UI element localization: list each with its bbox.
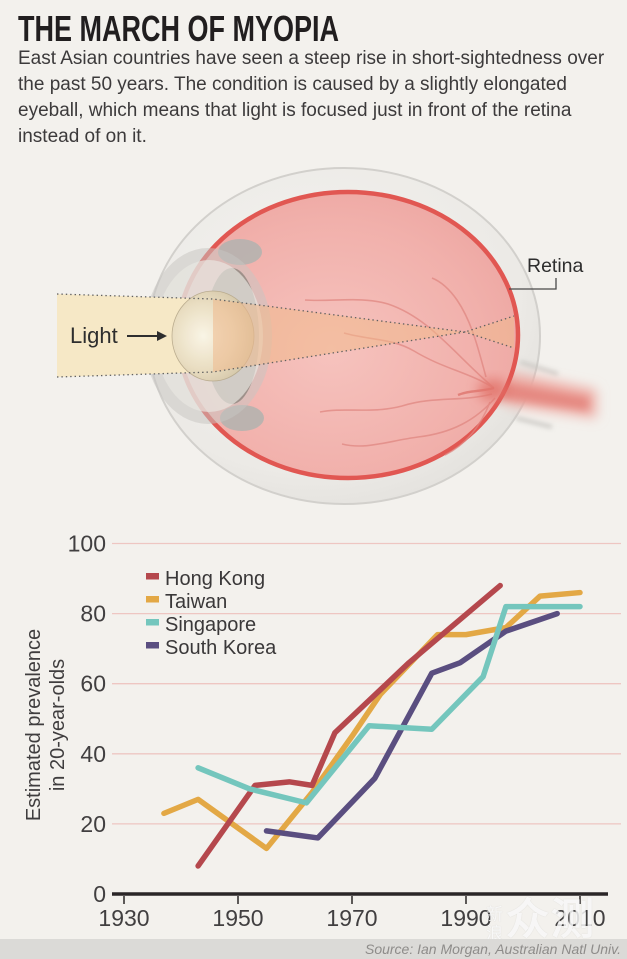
retina-annotation: Retina: [509, 255, 584, 290]
x-tick-label-1970: 1970: [326, 905, 377, 931]
series-line-taiwan: [161, 589, 583, 852]
source-bar: Source: Ian Morgan, Australian Natl Univ…: [0, 939, 627, 959]
legend-swatch-taiwan: [146, 596, 159, 603]
source-text: Source: Ian Morgan, Australian Natl Univ…: [364, 941, 621, 957]
x-tick-label-1990: 1990: [440, 905, 491, 931]
retina-leader-line: [509, 278, 557, 290]
y-tick-label-80: 80: [80, 601, 106, 627]
light-arrow-icon: [157, 331, 167, 341]
series-line-hong-kong: [195, 582, 503, 869]
y-tick-label-20: 20: [80, 811, 106, 837]
intro-text: East Asian countries have seen a steep r…: [18, 48, 605, 147]
x-tick-label-2010: 2010: [554, 905, 605, 931]
page-title: THE MARCH OF MYOPIA: [18, 8, 339, 49]
light-annotation: Light: [70, 323, 167, 348]
retina-label: Retina: [527, 255, 584, 277]
series-line-south-korea: [263, 610, 560, 841]
ray-trace-lines: [56, 293, 515, 378]
prevalence-chart: 0 20 40 60 80 100 1930 1950 1970 1990 2010 Estimate…: [23, 531, 621, 931]
legend-swatch-singapore: [146, 619, 159, 626]
legend-label-singapore: Singapore: [165, 614, 256, 636]
legend-label-hong-kong: Hong Kong: [165, 568, 265, 590]
eye-diagram: Light Retina: [56, 167, 596, 505]
series-line-singapore: [195, 603, 583, 806]
optic-disc: [478, 379, 508, 401]
y-axis-title-line-1: Estimated prevalence: [23, 629, 45, 821]
y-tick-label-40: 40: [80, 741, 106, 767]
y-tick-label-0: 0: [93, 881, 106, 907]
focal-cones: [213, 299, 514, 372]
light-label: Light: [70, 323, 118, 348]
optic-nerve: [498, 360, 596, 429]
legend-swatch-hong-kong: [146, 573, 159, 580]
x-tick-label-1930: 1930: [98, 905, 149, 931]
legend-label-south-korea: South Korea: [165, 637, 277, 659]
x-tick-label-1950: 1950: [212, 905, 263, 931]
legend-swatch-south-korea: [146, 642, 159, 649]
y-tick-label-60: 60: [80, 671, 106, 697]
y-axis-title-line-2: in 20-year-olds: [47, 659, 69, 791]
y-tick-label-100: 100: [68, 531, 106, 557]
legend-label-taiwan: Taiwan: [165, 591, 227, 613]
